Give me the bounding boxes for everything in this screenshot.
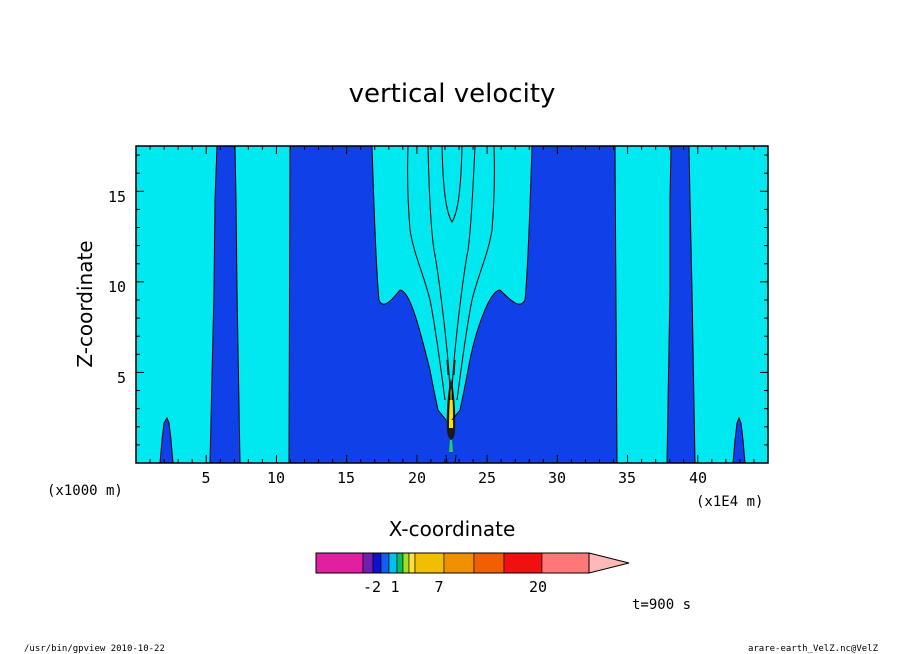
- colorbar-label: -2: [363, 578, 381, 596]
- field-plume-lobe-left: [407, 146, 450, 400]
- chart-title: vertical velocity: [349, 79, 556, 109]
- contour-line: [441, 146, 463, 223]
- colorbar-cell: [443, 552, 475, 574]
- colorbar: -2 1 7 20: [315, 552, 630, 596]
- y-tick-label: 10: [108, 278, 126, 296]
- x-tick-label: 10: [267, 469, 285, 487]
- y-tick-label: 15: [108, 188, 126, 206]
- colorbar-cell: [362, 552, 374, 574]
- colorbar-cell: [380, 552, 390, 574]
- x-tick-label: 15: [337, 469, 355, 487]
- contour-line: [371, 146, 447, 421]
- colorbar-cells: [315, 552, 590, 574]
- field-plume-center: [442, 146, 462, 222]
- contour-line: [732, 416, 746, 463]
- colorbar-cell: [408, 552, 416, 574]
- colorbar-cell: [396, 552, 404, 574]
- contour-line: [688, 146, 696, 463]
- field-spike-left: [160, 418, 173, 463]
- colorbar-cell: [315, 552, 364, 574]
- core-edge: [449, 440, 453, 452]
- contour-line: [427, 146, 451, 401]
- colorbar-cell: [388, 552, 398, 574]
- x-axis-label: X-coordinate: [389, 517, 516, 541]
- x-tick-label: 35: [618, 469, 636, 487]
- contour-line: [407, 146, 446, 401]
- footer-left: /usr/bin/gpview 2010-10-22: [24, 644, 165, 654]
- colorbar-cell: [414, 552, 445, 574]
- footer-right: arare-earth_VelZ.nc@VelZ: [748, 644, 879, 654]
- x-tick-label: 40: [689, 469, 707, 487]
- colorbar-label: 1: [390, 578, 399, 596]
- x-tick-label: 30: [548, 469, 566, 487]
- contour-line: [159, 416, 174, 463]
- contour-line: [451, 146, 476, 401]
- colorbar-label: 7: [434, 578, 443, 596]
- field-region-left-column: [210, 146, 240, 463]
- colorbar-cell: [503, 552, 543, 574]
- time-annotation: t=900 s: [632, 597, 691, 613]
- contour-line: [456, 146, 495, 401]
- y-unit-label: (x1000 m): [47, 483, 123, 499]
- colorbar-frame: [315, 552, 590, 574]
- contour-line: [614, 146, 618, 463]
- colorbar-cell: [541, 552, 590, 574]
- contour-line: [445, 359, 457, 463]
- y-axis-label: Z-coordinate: [73, 240, 97, 367]
- colorbar-label: 20: [529, 578, 547, 596]
- field-spike-right: [733, 418, 745, 463]
- x-tick-label: 25: [478, 469, 496, 487]
- y-tick-labels: 5 10 15: [108, 188, 126, 387]
- contour-line: [666, 146, 672, 463]
- colorbar-cell: [473, 552, 505, 574]
- colorbar-cell: [402, 552, 410, 574]
- contour-line: [451, 146, 533, 421]
- x-tick-labels: 5 10 15 20 25 30 35 40: [201, 469, 707, 487]
- y-tick-label: 5: [117, 369, 126, 387]
- field-region-center: [289, 146, 617, 463]
- contour-line: [209, 146, 218, 463]
- colorbar-extension-arrow: [588, 552, 630, 574]
- colorbar-cell: [372, 552, 382, 574]
- x-tick-label: 20: [408, 469, 426, 487]
- plot-area: [136, 146, 768, 463]
- x-tick-label: 5: [201, 469, 210, 487]
- axis-ticks: [136, 146, 768, 463]
- contour-line: [234, 146, 241, 463]
- plot-frame: [135, 145, 769, 464]
- x-unit-label: (x1E4 m): [696, 494, 763, 510]
- field-region-right-column: [667, 146, 695, 463]
- contour-line: [288, 146, 291, 463]
- field-plume-lobe-right: [452, 146, 495, 400]
